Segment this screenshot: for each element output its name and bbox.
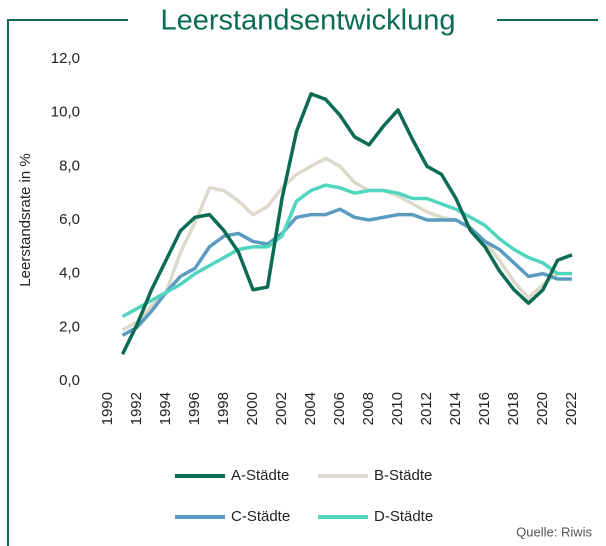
x-tick-label: 1998 xyxy=(215,392,232,425)
x-tick-label: 2012 xyxy=(418,392,435,425)
x-tick-label: 2000 xyxy=(244,392,261,425)
x-tick-label: 1992 xyxy=(128,392,145,425)
frame xyxy=(7,19,128,546)
y-axis-label: Leerstandsrate in % xyxy=(17,153,34,286)
x-tick-label: 2004 xyxy=(302,392,319,425)
source: Quelle: Riwis xyxy=(516,524,592,539)
legend-label: C-Städte xyxy=(231,508,290,525)
x-tick-label: 2014 xyxy=(447,392,464,425)
legend-label: A-Städte xyxy=(231,467,289,484)
x-tick-label: 1996 xyxy=(186,392,203,425)
x-tick-label: 1990 xyxy=(99,392,116,425)
y-tick-label: 12,0 xyxy=(51,50,80,67)
series-line xyxy=(121,183,572,319)
series-line xyxy=(120,92,573,355)
x-tick-label: 2016 xyxy=(476,392,493,425)
chart-title: Leerstandsentwicklung xyxy=(160,5,455,37)
y-tick-label: 2,0 xyxy=(59,318,80,335)
y-tick-label: 8,0 xyxy=(59,157,80,174)
x-tick-label: 2002 xyxy=(273,392,290,425)
y-tick-label: 10,0 xyxy=(51,104,80,121)
legend-label: B-Städte xyxy=(374,467,432,484)
x-tick-label: 2020 xyxy=(534,392,551,425)
legend-label: D-Städte xyxy=(374,508,433,525)
y-tick-label: 0,0 xyxy=(59,372,80,389)
x-tick-label: 2018 xyxy=(505,392,522,425)
x-tick-label: 2008 xyxy=(360,392,377,425)
x-tick-label: 2022 xyxy=(563,392,580,425)
x-tick-label: 1994 xyxy=(157,392,174,425)
x-tick-label: 2006 xyxy=(331,392,348,425)
x-tick-label: 2010 xyxy=(389,392,406,425)
y-tick-label: 6,0 xyxy=(59,211,80,228)
series-line xyxy=(121,207,572,337)
y-tick-label: 4,0 xyxy=(59,265,80,282)
